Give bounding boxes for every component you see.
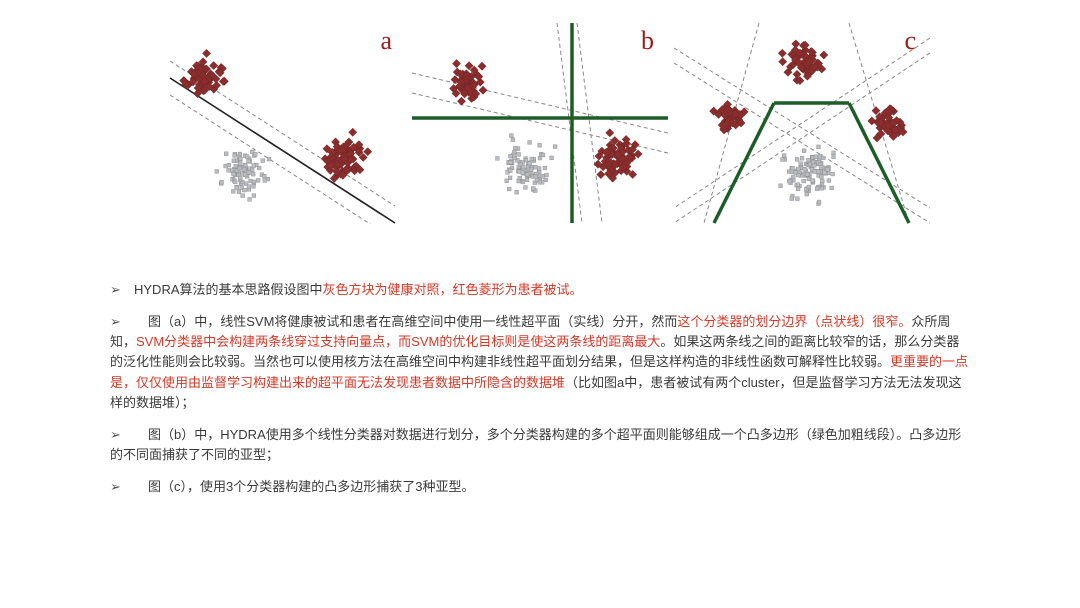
panel-c-svg (674, 22, 930, 224)
bullet-4: ➢ 图（c），使用3个分类器构建的凸多边形捕获了3种亚型。 (110, 477, 970, 497)
bullet-2: ➢图（a）中，线性SVM将健康被试和患者在高维空间中使用一线性超平面（实线）分开… (110, 312, 970, 413)
figure-row: a b c (150, 22, 930, 224)
panel-c: c (674, 22, 930, 224)
bullet-arrow: ➢ (110, 425, 134, 445)
bullet-arrow: ➢ (110, 280, 134, 300)
panel-a-svg (150, 22, 406, 224)
panel-label-a: a (380, 26, 392, 56)
bullet-arrow: ➢ (110, 477, 134, 497)
bullet-3-body: 图（b）中，HYDRA使用多个线性分类器对数据进行划分，多个分类器构建的多个超平… (110, 427, 961, 462)
page: a b c ➢ HYDRA算法的基本思路假设图中灰色方块为健康对照，红色菱形为患… (0, 0, 1080, 608)
bullet-arrow: ➢ (110, 312, 134, 332)
panel-b: b (412, 22, 668, 224)
bullet-4-body: 图（c），使用3个分类器构建的凸多边形捕获了3种亚型。 (148, 479, 474, 494)
panel-label-b: b (641, 26, 654, 56)
panel-b-svg (412, 22, 668, 224)
panel-a: a (150, 22, 406, 224)
panel-label-c: c (904, 26, 916, 56)
text-block: ➢ HYDRA算法的基本思路假设图中灰色方块为健康对照，红色菱形为患者被试。 ➢… (110, 280, 970, 509)
bullet-1: ➢ HYDRA算法的基本思路假设图中灰色方块为健康对照，红色菱形为患者被试。 (110, 280, 970, 300)
bullet-1-body: HYDRA算法的基本思路假设图中灰色方块为健康对照，红色菱形为患者被试。 (134, 280, 970, 300)
bullet-3: ➢图（b）中，HYDRA使用多个线性分类器对数据进行划分，多个分类器构建的多个超… (110, 425, 970, 465)
bullet-2-body: 图（a）中，线性SVM将健康被试和患者在高维空间中使用一线性超平面（实线）分开，… (110, 314, 968, 410)
